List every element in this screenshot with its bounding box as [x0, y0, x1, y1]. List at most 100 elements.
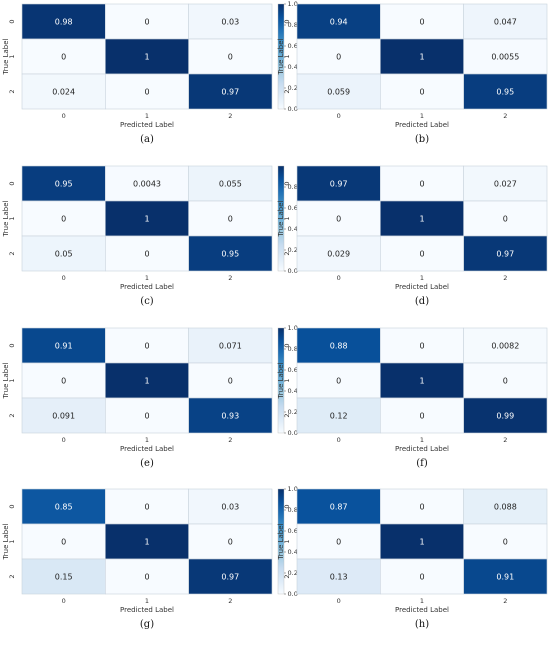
- y-tick-label: 1: [283, 54, 291, 58]
- cell-value-label: 0: [503, 538, 508, 547]
- heatmap-cell: [188, 488, 273, 525]
- colorbar-tick-label: 0.4: [288, 225, 298, 233]
- cell-value-label: 0: [144, 88, 149, 97]
- colorbar-tick-label: 0.6: [288, 42, 298, 50]
- cell-value-label: 0: [336, 376, 341, 385]
- heatmap-cell: [105, 165, 189, 202]
- cell-value-label: 0: [336, 538, 341, 547]
- cell-value-label: 0.12: [330, 411, 348, 420]
- cell-value-label: 0: [419, 503, 424, 512]
- heatmap-cell: [188, 38, 273, 75]
- cell-value-label: 0.98: [55, 18, 73, 27]
- x-tick-label: 2: [228, 274, 232, 282]
- heatmap-cell: [105, 200, 189, 237]
- y-tick-label: 2: [8, 89, 16, 93]
- cell-value-label: 1: [419, 538, 424, 547]
- cell-value-label: 0.047: [494, 18, 517, 27]
- colorbar-tick-label: 0.0: [288, 590, 298, 598]
- y-tick-label: 2: [283, 251, 291, 255]
- cell-value-label: 0.055: [219, 179, 242, 188]
- heatmap-cell: [380, 523, 464, 560]
- x-axis-title: Predicted Label: [395, 445, 449, 453]
- y-tick-label: 0: [283, 19, 291, 23]
- panel-caption: (d): [415, 296, 429, 307]
- y-axis-title: True Label: [2, 362, 10, 399]
- y-tick-label: 1: [283, 216, 291, 220]
- y-tick-label: 2: [8, 575, 16, 579]
- y-axis-title: True Label: [277, 524, 285, 561]
- heatmap-cell: [380, 38, 464, 75]
- cell-value-label: 0: [61, 376, 66, 385]
- cell-value-label: 1: [419, 214, 424, 223]
- x-tick-label: 2: [503, 597, 507, 605]
- heatmap-cell: [105, 235, 189, 272]
- cell-value-label: 0.91: [496, 573, 514, 582]
- y-axis-title: True Label: [277, 362, 285, 399]
- colorbar: [277, 165, 285, 271]
- y-axis-title: True Label: [2, 200, 10, 237]
- panel-caption: (b): [415, 134, 429, 145]
- x-tick-label: 0: [337, 597, 341, 605]
- colorbar-tick-label: 0.2: [288, 569, 298, 577]
- x-tick-label: 2: [228, 112, 232, 120]
- x-tick-label: 0: [62, 597, 66, 605]
- cell-value-label: 0.059: [327, 88, 350, 97]
- x-tick-label: 2: [228, 436, 232, 444]
- x-tick-label: 1: [145, 597, 149, 605]
- confusion-matrix-4: 0.97 0 0.027 0 1 0 0.029 0 0.97 0 1 2 0 1 2 Predicted L…: [277, 165, 548, 307]
- cell-value-label: 0: [503, 376, 508, 385]
- cell-value-label: 0: [419, 249, 424, 258]
- heatmap-cell: [380, 327, 464, 363]
- heatmap-cell: [188, 200, 273, 237]
- heatmap-cell: [188, 235, 273, 272]
- x-axis-title: Predicted Label: [395, 606, 449, 614]
- x-axis-title: Predicted Label: [395, 121, 449, 129]
- cell-value-label: 0: [61, 538, 66, 547]
- y-tick-label: 1: [8, 378, 16, 382]
- y-tick-label: 2: [8, 413, 16, 417]
- cell-value-label: 0.091: [52, 411, 75, 420]
- cell-value-label: 0.0043: [133, 179, 161, 188]
- y-tick-label: 2: [283, 413, 291, 417]
- colorbar-tick-label: 0.4: [288, 387, 298, 395]
- x-tick-label: 2: [228, 597, 232, 605]
- heatmap-cell: [296, 3, 381, 40]
- y-tick-label: 1: [8, 216, 16, 220]
- heatmap-cell: [463, 200, 548, 237]
- cell-value-label: 1: [144, 53, 149, 62]
- cell-value-label: 0.95: [496, 88, 514, 97]
- cell-value-label: 0.05: [55, 249, 73, 258]
- heatmap-cell: [463, 558, 548, 595]
- colorbar: [277, 3, 285, 110]
- colorbar-tick-label: 0.0: [288, 429, 298, 437]
- colorbar-tick-label: 0.6: [288, 204, 298, 212]
- cell-value-label: 0: [61, 214, 66, 223]
- colorbar-tick-label: 1.0: [288, 0, 298, 8]
- cell-value-label: 0: [144, 503, 149, 512]
- x-tick-label: 0: [62, 112, 66, 120]
- y-tick-label: 0: [283, 343, 291, 347]
- cell-value-label: 0.97: [496, 249, 514, 258]
- heatmap-cell: [380, 235, 464, 272]
- heatmap-cell: [463, 3, 548, 40]
- heatmap-cell: [296, 200, 381, 237]
- x-tick-label: 1: [145, 112, 149, 120]
- confusion-matrix-5: 0.91 0 0.071 0 1 0 0.091 0 0.93 0 1 2 0 1 2 Predicted L…: [2, 324, 298, 469]
- heatmap-cell: [188, 3, 273, 40]
- heatmap-cell: [188, 165, 273, 202]
- colorbar-tick-label: 0.2: [288, 408, 298, 416]
- colorbar-tick-label: 0.8: [288, 21, 298, 29]
- heatmap-cell: [188, 558, 273, 595]
- cell-value-label: 0.91: [55, 341, 73, 350]
- heatmap-cell: [21, 73, 106, 110]
- panel-caption: (f): [416, 458, 428, 469]
- cell-value-label: 0: [144, 573, 149, 582]
- heatmap-cell: [463, 235, 548, 272]
- colorbar-tick-label: 0.0: [288, 105, 298, 113]
- colorbar: [277, 327, 285, 433]
- x-tick-label: 2: [503, 436, 507, 444]
- y-tick-label: 0: [8, 505, 16, 509]
- panel-caption: (h): [415, 619, 429, 630]
- colorbar-tick-label: 0.0: [288, 267, 298, 275]
